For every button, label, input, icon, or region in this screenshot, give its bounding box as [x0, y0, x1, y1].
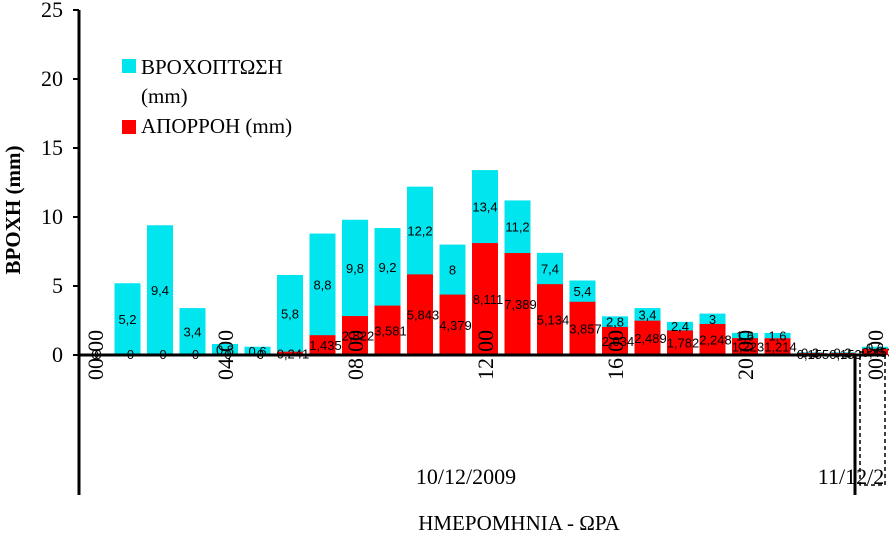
rainfall-data-label: 0,2 [833, 346, 851, 361]
y-axis-title: ΒΡΟΧΗ (mm) [1, 146, 25, 275]
runoff-bar [732, 338, 758, 355]
runoff-data-label: 3,581 [374, 323, 407, 338]
y-tick-label: 10 [41, 204, 63, 229]
runoff-data-label: 1,782 [667, 336, 700, 351]
runoff-data-label: 4,379 [439, 318, 472, 333]
runoff-bar [504, 253, 531, 355]
x-tick-label: 04:00 [213, 330, 238, 380]
runoff-bar [277, 351, 303, 355]
rainfall-data-label: 3,4 [183, 325, 201, 340]
rainfall-data-label: 5,4 [573, 284, 591, 299]
rainfall-data-label: 3,4 [638, 307, 656, 322]
runoff-bars [277, 243, 888, 355]
x-axis-ticks: 00:00 04:00 08:00 12:00 16:00 20:00 00:00 [83, 330, 888, 380]
rainfall-bar [114, 283, 141, 355]
runoff-data-label: 5,843 [407, 308, 440, 323]
x-tick-label: 08:00 [343, 330, 368, 380]
rainfall-data-label: 7,4 [541, 262, 559, 277]
runoff-data-label: 1,435 [309, 338, 342, 353]
x-tick-label: 00:00 [863, 330, 888, 380]
runoff-bar [407, 274, 433, 355]
rainfall-data-label: 9,8 [346, 261, 364, 276]
runoff-bar [309, 335, 336, 355]
axes [77, 10, 886, 495]
rainfall-data-label: 9,2 [378, 260, 396, 275]
rainfall-data-label: 13,4 [472, 200, 497, 215]
legend-label-rainfall: ΒΡΟΧΟΠΤΩΣΗ [141, 55, 283, 79]
rainfall-data-label: 8 [449, 263, 456, 278]
runoff-bar [634, 320, 661, 355]
rainfall-data-label: 1,6 [768, 329, 786, 344]
runoff-data-label: 8,111 [473, 292, 504, 307]
rainfall-data-label: 2,4 [671, 319, 689, 334]
legend-label-rainfall-unit: (mm) [141, 84, 188, 108]
rainfall-data-label: 1,6 [736, 329, 754, 344]
runoff-bar [537, 284, 563, 355]
x-tick-label: 12:00 [473, 330, 498, 380]
x-tick-label: 20:00 [733, 330, 758, 380]
runoff-data-label: 7,389 [504, 297, 537, 312]
date-label-1: 10/12/2009 [416, 464, 516, 489]
runoff-data-label: 2,248 [699, 332, 732, 347]
y-tick-label: 15 [41, 135, 63, 160]
rainfall-data-label: 2,8 [606, 315, 624, 330]
rainfall-bar [179, 308, 206, 355]
rainfall-data-label: 3 [709, 312, 716, 327]
rainfall-bar [147, 225, 173, 355]
rainfall-bars [114, 170, 888, 355]
rainfall-data-label: 5,8 [281, 306, 299, 321]
x-tick-label: 00:00 [83, 330, 108, 380]
runoff-bar [472, 243, 498, 355]
x-axis-title: ΗΜΕΡΟΜΗΝΙΑ - ΩΡΑ [418, 511, 620, 533]
runoff-bar [667, 330, 693, 355]
rainfall-bar [212, 343, 238, 355]
runoff-bar [569, 301, 596, 355]
runoff-data-label: 1,214 [764, 340, 797, 355]
runoff-data-label: 3,857 [569, 321, 602, 336]
legend: ΒΡΟΧΟΠΤΩΣΗ (mm) ΑΠΟΡΡΟΗ (mm) [122, 55, 292, 138]
runoff-data-label: 2,822 [342, 329, 375, 344]
y-tick-label: 5 [52, 273, 63, 298]
rainfall-data-label: 9,4 [151, 283, 169, 298]
runoff-bar [439, 294, 466, 355]
runoff-bar [602, 326, 628, 355]
legend-swatch-rainfall [122, 59, 136, 73]
runoff-bar [699, 323, 726, 355]
runoff-data-label: 1,223 [732, 340, 765, 355]
y-axis-ticks: 0 5 10 15 20 25 [41, 0, 79, 367]
y-tick-label: 20 [41, 66, 63, 91]
runoff-data-label: 5,134 [537, 313, 570, 328]
y-tick-label: 0 [52, 342, 63, 367]
y-tick-label: 25 [41, 0, 63, 22]
rainfall-data-label: 5,2 [118, 312, 136, 327]
rainfall-data-label: 0,2 [801, 346, 819, 361]
rainfall-bar [309, 233, 336, 355]
runoff-data-label: 2,034 [602, 334, 635, 349]
legend-label-runoff: ΑΠΟΡΡΟΗ (mm) [141, 114, 292, 138]
rainfall-bar [244, 346, 271, 355]
runoff-bar [342, 316, 368, 355]
rainfall-data-label: 8,8 [313, 277, 331, 292]
date-label-2: 11/12/2 [818, 464, 884, 489]
rainfall-data-label: 12,2 [407, 224, 432, 239]
rainfall-bar [277, 274, 303, 355]
runoff-data-label: 2,489 [634, 331, 667, 346]
x-tick-label: 16:00 [603, 330, 628, 380]
legend-swatch-runoff [122, 120, 136, 134]
runoff-bar [764, 338, 791, 355]
runoff-bar [374, 305, 401, 355]
rainfall-data-label: 11,2 [505, 220, 529, 235]
selected-tick-frame [859, 351, 886, 486]
